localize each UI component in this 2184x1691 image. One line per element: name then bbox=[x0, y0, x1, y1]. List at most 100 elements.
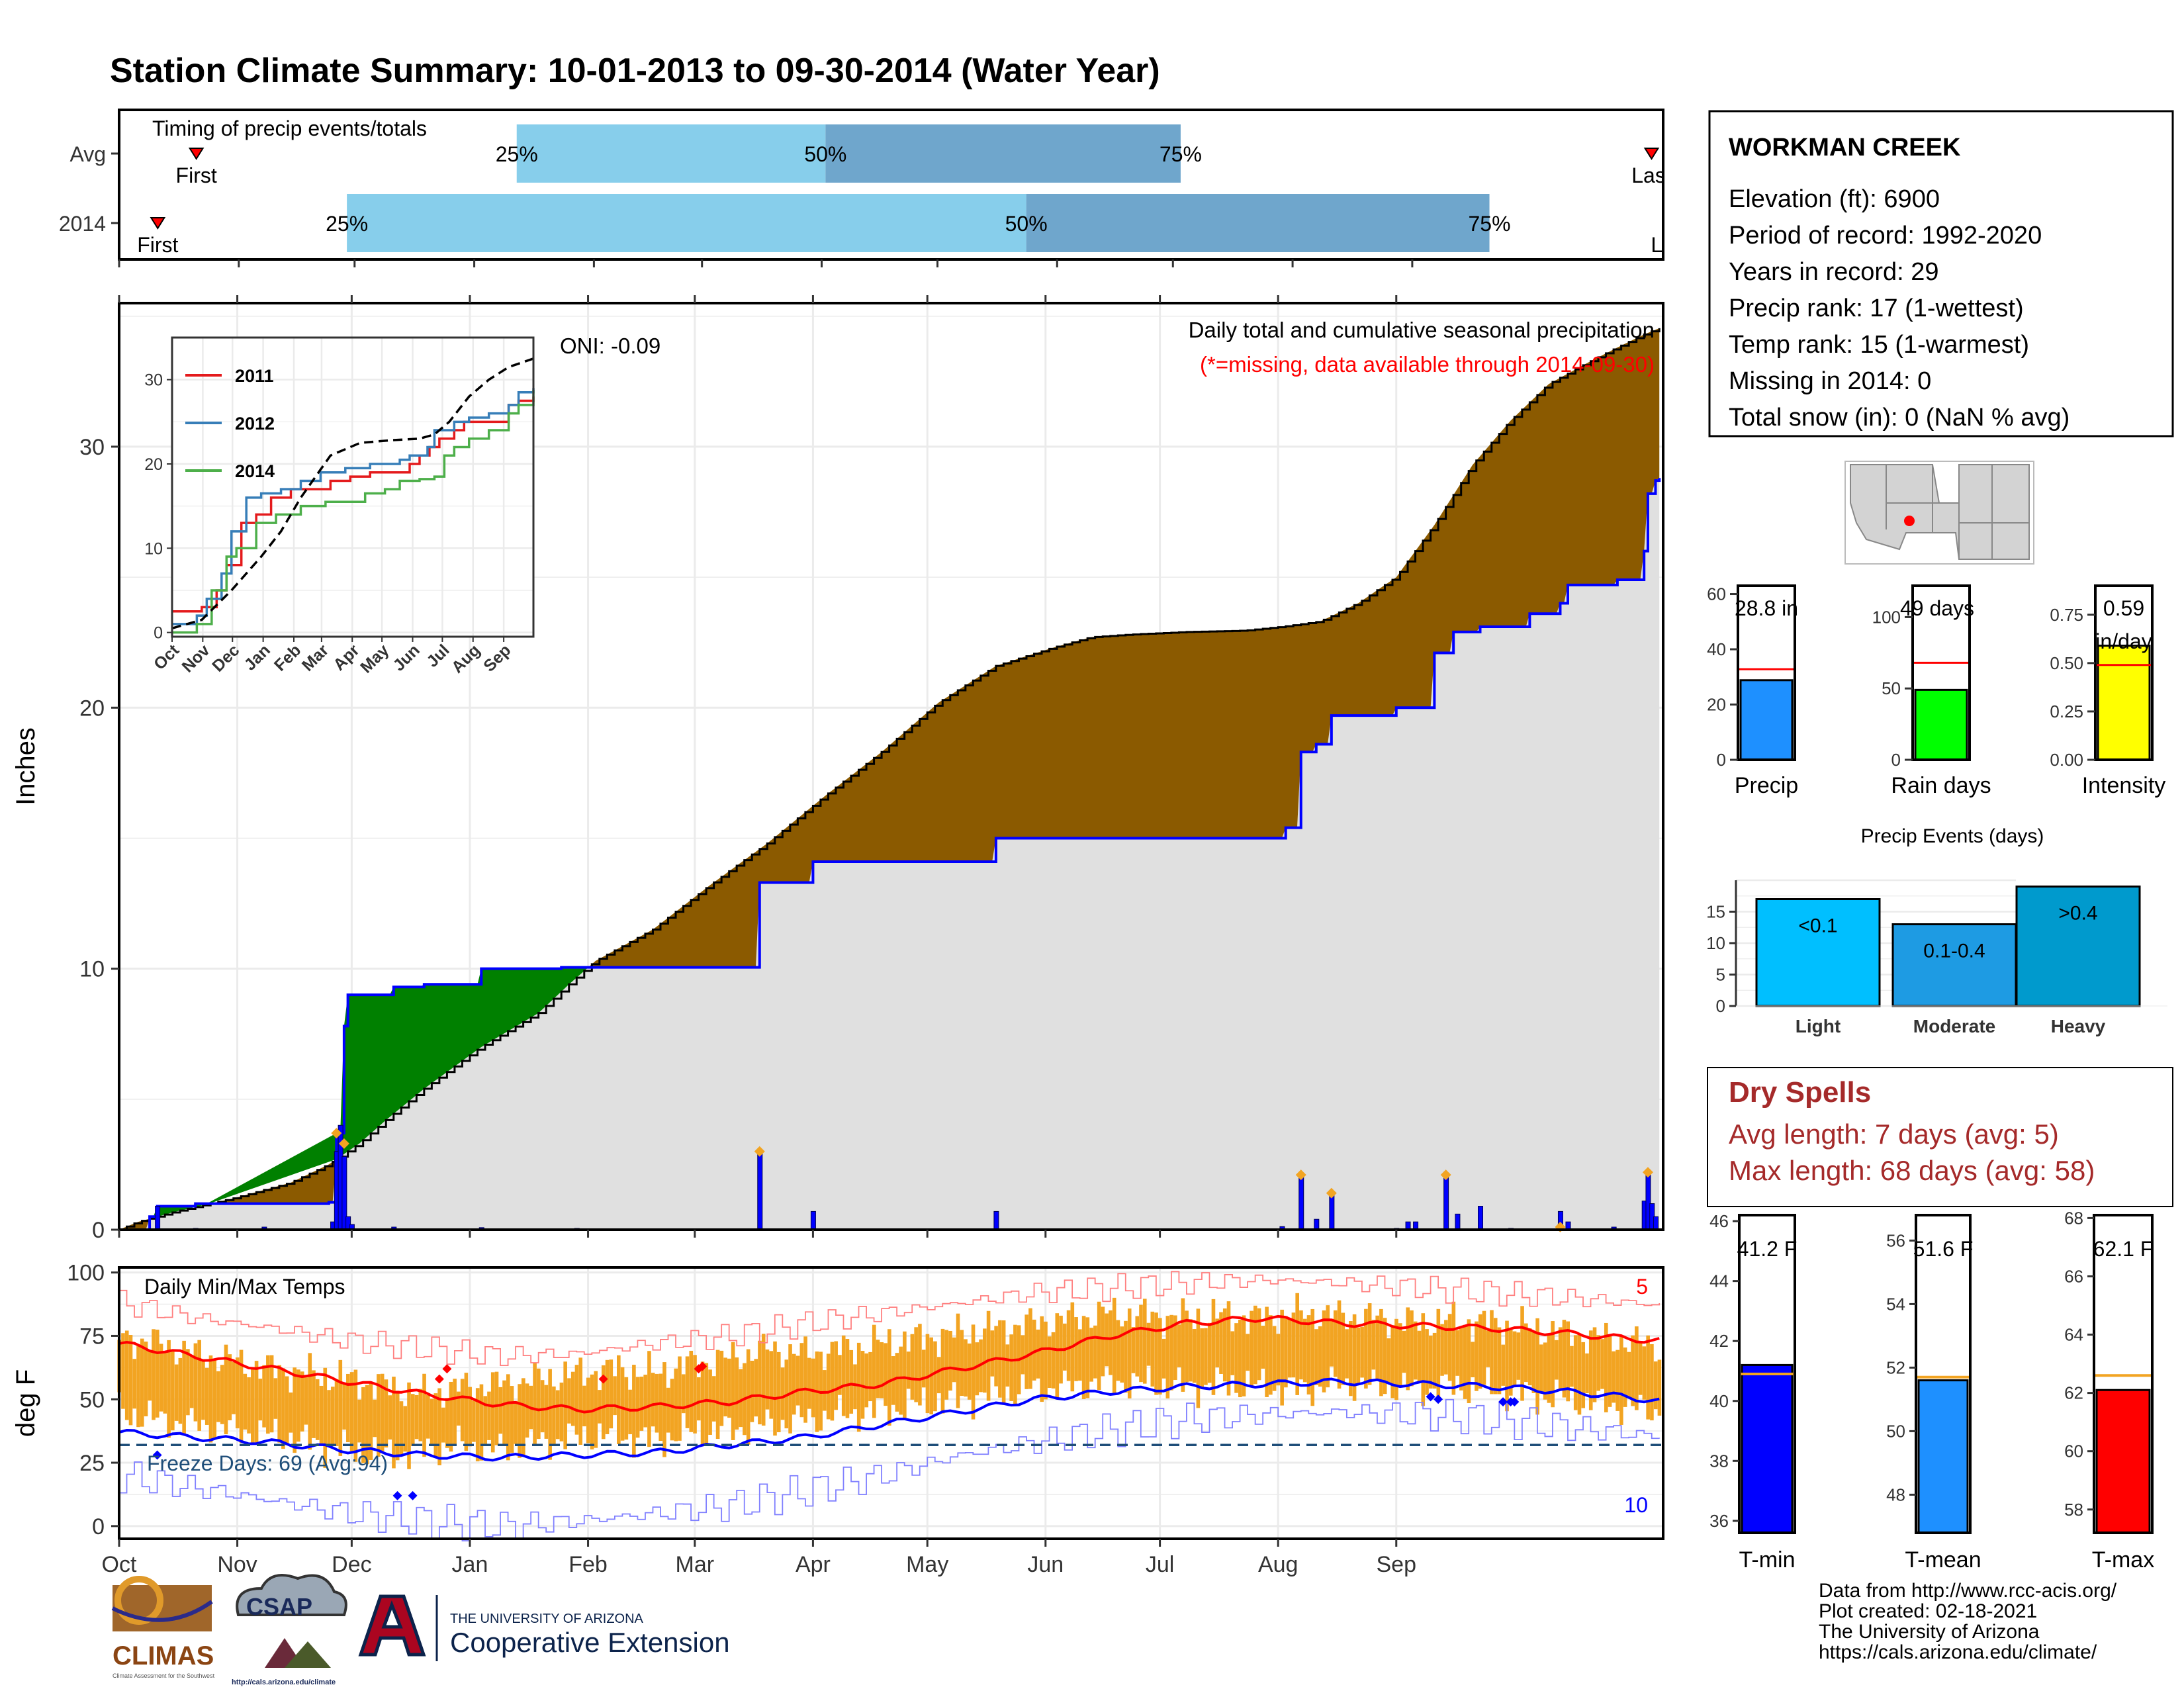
footer-url: https://cals.arizona.edu/climate/ bbox=[1819, 1641, 2097, 1663]
daily-temp-bar bbox=[522, 1378, 525, 1455]
daily-temp-bar bbox=[1341, 1312, 1345, 1385]
daily-temp-bar bbox=[235, 1357, 240, 1429]
daily-temp-bar bbox=[948, 1330, 952, 1391]
daily-temp-bar bbox=[1142, 1299, 1147, 1384]
daily-temp-bar bbox=[1642, 1346, 1647, 1400]
daily-temp-bar bbox=[365, 1385, 369, 1465]
daily-temp-bar bbox=[1440, 1324, 1444, 1376]
daily-temp-bar bbox=[468, 1387, 472, 1447]
daily-temp-bar bbox=[1272, 1326, 1277, 1391]
timing-last-marker bbox=[1643, 148, 1660, 160]
station-missing: Missing in 2014: 0 bbox=[1729, 367, 1931, 395]
daily-temp-bar bbox=[1432, 1332, 1437, 1389]
daily-temp-bar bbox=[1085, 1317, 1090, 1398]
daily-temp-bar bbox=[925, 1334, 930, 1414]
avg-min-line bbox=[118, 1377, 1660, 1462]
daily-precip-bar bbox=[155, 1206, 161, 1230]
temp-ytick-label: 38 bbox=[1709, 1451, 1729, 1471]
avg-max-line bbox=[118, 1314, 1660, 1414]
daily-temp-bar bbox=[1383, 1318, 1387, 1394]
temps-xtick-label: Nov bbox=[217, 1552, 257, 1577]
daily-temp-bar bbox=[1173, 1315, 1177, 1381]
daily-temp-bar bbox=[708, 1369, 712, 1435]
event-bar-moderate bbox=[1891, 923, 2017, 1007]
daily-temp-bar bbox=[559, 1383, 564, 1441]
daily-temp-bar bbox=[739, 1369, 743, 1428]
daily-temp-bar bbox=[1581, 1342, 1586, 1408]
daily-temp-bar bbox=[1093, 1325, 1097, 1379]
temp-bar-name: T-min bbox=[1739, 1547, 1796, 1573]
daily-temp-bar bbox=[1421, 1313, 1426, 1406]
ua-name: THE UNIVERSITY OF ARIZONA bbox=[450, 1612, 644, 1626]
daily-temp-bar bbox=[1447, 1314, 1452, 1381]
daily-temp-bar bbox=[1139, 1304, 1143, 1383]
daily-temp-bar bbox=[121, 1333, 125, 1409]
summary-ytick-label: 40 bbox=[1707, 639, 1726, 659]
daily-temp-bar bbox=[346, 1373, 350, 1443]
daily-temp-bar bbox=[750, 1360, 754, 1422]
daily-temp-bar bbox=[1269, 1315, 1273, 1395]
daily-temp-bar bbox=[518, 1384, 522, 1458]
daily-temp-bar bbox=[635, 1377, 640, 1438]
summary-frame bbox=[1737, 584, 1796, 761]
daily-temp-bar bbox=[670, 1379, 674, 1441]
daily-temp-bar bbox=[132, 1359, 137, 1409]
csap-url: http://cals.arizona.edu/climate bbox=[232, 1678, 336, 1686]
daily-temp-bar bbox=[323, 1367, 328, 1468]
temp-value-label: 62.1 F bbox=[2093, 1237, 2154, 1261]
precip-event-marker bbox=[754, 1146, 765, 1157]
daily-temp-bar bbox=[208, 1355, 213, 1443]
daily-temp-bar bbox=[338, 1359, 343, 1456]
daily-temp-bar bbox=[1204, 1328, 1208, 1385]
daily-temp-bar bbox=[1322, 1310, 1326, 1393]
summary-value-label: in/day bbox=[2095, 629, 2152, 653]
temp-ytick-label: 60 bbox=[2064, 1441, 2083, 1461]
daily-temp-bar bbox=[453, 1379, 457, 1445]
timing-q25-label: 25% bbox=[326, 212, 368, 236]
daily-precip-bar bbox=[757, 1151, 763, 1230]
temps-xtick-label: Dec bbox=[332, 1552, 371, 1577]
dry-spells-max: Max length: 68 days (avg: 58) bbox=[1729, 1155, 2095, 1186]
daily-temp-bar bbox=[1478, 1314, 1482, 1389]
daily-temp-bar bbox=[281, 1368, 285, 1449]
daily-temp-bar bbox=[1310, 1308, 1315, 1406]
daily-temp-bar bbox=[277, 1365, 281, 1443]
temp-ytick-label: 58 bbox=[2064, 1500, 2083, 1520]
daily-temp-bar bbox=[1539, 1344, 1543, 1394]
precip-below-normal-area bbox=[119, 478, 1660, 1230]
daily-temp-bar bbox=[293, 1367, 296, 1453]
timing-q25-label: 25% bbox=[496, 142, 538, 166]
daily-temp-bar bbox=[651, 1373, 655, 1427]
daily-temp-bar bbox=[388, 1395, 392, 1440]
summary-bar-name: Precip bbox=[1735, 773, 1798, 798]
daily-temp-bar bbox=[578, 1357, 583, 1445]
timing-first-marker bbox=[150, 217, 166, 230]
daily-temp-bar bbox=[601, 1365, 606, 1440]
daily-temp-bar bbox=[990, 1330, 995, 1377]
daily-temp-bar bbox=[1585, 1353, 1589, 1394]
daily-temp-bar bbox=[418, 1389, 423, 1441]
daily-temp-bar bbox=[1520, 1306, 1524, 1401]
daily-temp-bar bbox=[1635, 1326, 1639, 1410]
daily-temp-bar bbox=[555, 1390, 560, 1440]
daily-temp-bar bbox=[312, 1370, 316, 1438]
temp-ytick-label: 48 bbox=[1886, 1485, 1905, 1504]
daily-temp-bar bbox=[220, 1365, 224, 1424]
daily-temp-bar bbox=[788, 1344, 792, 1434]
daily-temp-bar bbox=[1459, 1326, 1463, 1391]
daily-temp-bar bbox=[1234, 1323, 1238, 1393]
daily-temp-bar bbox=[975, 1342, 979, 1396]
daily-temp-bar bbox=[1436, 1308, 1441, 1401]
daily-temp-bar bbox=[533, 1362, 537, 1446]
daily-temp-bar bbox=[689, 1350, 694, 1432]
daily-temp-bar bbox=[613, 1376, 617, 1416]
timing-row-label: 2014 bbox=[59, 212, 106, 236]
daily-temp-bar bbox=[712, 1376, 716, 1422]
daily-temp-bar bbox=[201, 1359, 205, 1420]
timing-bar-q50-q75 bbox=[825, 124, 1181, 183]
daily-temp-bar bbox=[1021, 1335, 1025, 1375]
temp-value-bar bbox=[1917, 1379, 1969, 1534]
temps-frame bbox=[118, 1266, 1664, 1540]
daily-temp-bar bbox=[1543, 1342, 1547, 1400]
daily-temp-bar bbox=[1333, 1310, 1338, 1377]
